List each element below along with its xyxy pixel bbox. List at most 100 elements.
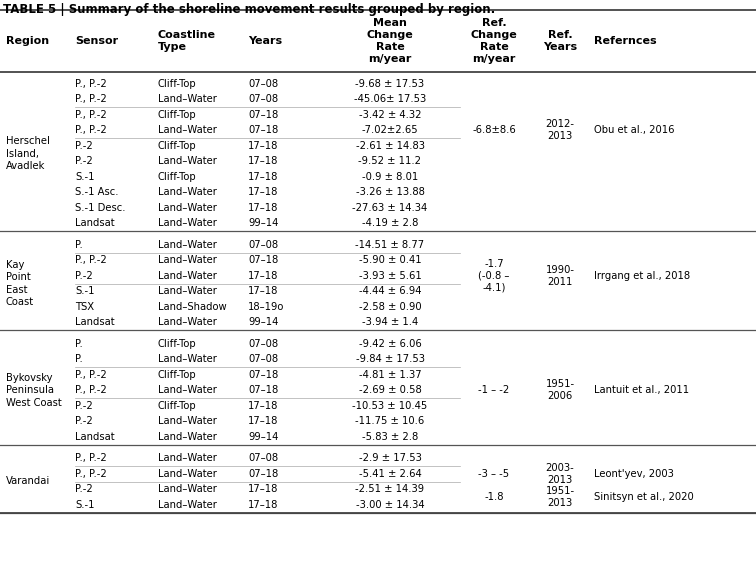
Text: Cliff-Top: Cliff-Top [158, 110, 197, 120]
Text: S.-1: S.-1 [75, 172, 94, 182]
Text: -11.75 ± 10.6: -11.75 ± 10.6 [355, 416, 425, 426]
Text: -1.8: -1.8 [485, 492, 503, 502]
Text: -3 – -5: -3 – -5 [479, 469, 510, 479]
Text: -27.63 ± 14.34: -27.63 ± 14.34 [352, 203, 428, 213]
Text: Land–Water: Land–Water [158, 218, 217, 228]
Text: Landsat: Landsat [75, 432, 115, 442]
Text: S.-1 Desc.: S.-1 Desc. [75, 203, 125, 213]
Text: P.-2: P.-2 [75, 157, 93, 166]
Text: 07–08: 07–08 [248, 94, 278, 105]
Text: TABLE 5 | Summary of the shoreline movement results grouped by region.: TABLE 5 | Summary of the shoreline movem… [3, 3, 495, 16]
Text: 2003-
2013: 2003- 2013 [546, 463, 575, 485]
Text: -5.90 ± 0.41: -5.90 ± 0.41 [358, 255, 421, 265]
Text: 17–18: 17–18 [248, 484, 278, 494]
Text: -2.58 ± 0.90: -2.58 ± 0.90 [358, 302, 421, 312]
Text: 17–18: 17–18 [248, 172, 278, 182]
Text: 2012-
2013: 2012- 2013 [546, 119, 575, 141]
Text: 07–18: 07–18 [248, 255, 278, 265]
Text: -3.94 ± 1.4: -3.94 ± 1.4 [362, 317, 418, 327]
Text: P., P.-2: P., P.-2 [75, 469, 107, 479]
Text: Sensor: Sensor [75, 36, 118, 46]
Text: -5.83 ± 2.8: -5.83 ± 2.8 [362, 432, 418, 442]
Text: Land–Water: Land–Water [158, 317, 217, 327]
Text: -45.06± 17.53: -45.06± 17.53 [354, 94, 426, 105]
Text: Land–Water: Land–Water [158, 125, 217, 135]
Text: 07–18: 07–18 [248, 469, 278, 479]
Text: Lantuit et al., 2011: Lantuit et al., 2011 [594, 385, 689, 395]
Text: Bykovsky
Peninsula
West Coast: Bykovsky Peninsula West Coast [6, 373, 62, 408]
Text: Land–Water: Land–Water [158, 157, 217, 166]
Text: Landsat: Landsat [75, 218, 115, 228]
Text: Ref.
Years: Ref. Years [543, 30, 577, 52]
Text: -14.51 ± 8.77: -14.51 ± 8.77 [355, 240, 425, 250]
Text: 99–14: 99–14 [248, 218, 278, 228]
Text: Land–Water: Land–Water [158, 354, 217, 364]
Text: 07–18: 07–18 [248, 385, 278, 395]
Text: P.: P. [75, 339, 82, 349]
Text: Land–Water: Land–Water [158, 187, 217, 197]
Text: 17–18: 17–18 [248, 286, 278, 296]
Text: Years: Years [248, 36, 282, 46]
Text: Landsat: Landsat [75, 317, 115, 327]
Text: P., P.-2: P., P.-2 [75, 453, 107, 463]
Text: -4.19 ± 2.8: -4.19 ± 2.8 [362, 218, 418, 228]
Text: S.-1: S.-1 [75, 500, 94, 510]
Text: 1990-
2011: 1990- 2011 [546, 265, 575, 287]
Text: -1.7
(-0.8 –
-4.1): -1.7 (-0.8 – -4.1) [479, 259, 510, 293]
Text: -1 – -2: -1 – -2 [479, 385, 510, 395]
Text: -3.42 ± 4.32: -3.42 ± 4.32 [359, 110, 421, 120]
Text: 17–18: 17–18 [248, 141, 278, 151]
Text: Cliff-Top: Cliff-Top [158, 401, 197, 411]
Text: Region: Region [6, 36, 49, 46]
Text: S.-1 Asc.: S.-1 Asc. [75, 187, 119, 197]
Text: 17–18: 17–18 [248, 416, 278, 426]
Text: Land–Water: Land–Water [158, 203, 217, 213]
Text: P., P.-2: P., P.-2 [75, 110, 107, 120]
Text: P.: P. [75, 354, 82, 364]
Text: Land–Water: Land–Water [158, 271, 217, 281]
Text: P.-2: P.-2 [75, 416, 93, 426]
Text: Land–Water: Land–Water [158, 432, 217, 442]
Text: Land–Water: Land–Water [158, 94, 217, 105]
Text: Land–Water: Land–Water [158, 255, 217, 265]
Text: P., P.-2: P., P.-2 [75, 125, 107, 135]
Text: P.-2: P.-2 [75, 271, 93, 281]
Text: -3.93 ± 5.61: -3.93 ± 5.61 [358, 271, 421, 281]
Text: 17–18: 17–18 [248, 271, 278, 281]
Text: -6.8±8.6: -6.8±8.6 [472, 125, 516, 135]
Text: 1951-
2006: 1951- 2006 [545, 379, 575, 401]
Text: Land–Water: Land–Water [158, 286, 217, 296]
Text: 18–19ᴏ: 18–19ᴏ [248, 302, 284, 312]
Text: Land–Water: Land–Water [158, 469, 217, 479]
Text: P., P.-2: P., P.-2 [75, 79, 107, 89]
Text: -9.52 ± 11.2: -9.52 ± 11.2 [358, 157, 422, 166]
Text: Ref.
Change
Rate
m/year: Ref. Change Rate m/year [471, 18, 517, 64]
Text: Land–Water: Land–Water [158, 240, 217, 250]
Text: Cliff-Top: Cliff-Top [158, 339, 197, 349]
Text: TSX: TSX [75, 302, 94, 312]
Text: P.-2: P.-2 [75, 484, 93, 494]
Text: P.: P. [75, 240, 82, 250]
Text: Cliff-Top: Cliff-Top [158, 370, 197, 380]
Text: Cliff-Top: Cliff-Top [158, 79, 197, 89]
Text: 07–18: 07–18 [248, 370, 278, 380]
Text: P., P.-2: P., P.-2 [75, 385, 107, 395]
Text: -3.26 ± 13.88: -3.26 ± 13.88 [355, 187, 424, 197]
Text: -2.69 ± 0.58: -2.69 ± 0.58 [358, 385, 421, 395]
Text: Mean
Change
Rate
m/year: Mean Change Rate m/year [367, 18, 414, 64]
Text: Land–Water: Land–Water [158, 453, 217, 463]
Text: P.-2: P.-2 [75, 141, 93, 151]
Text: 07–18: 07–18 [248, 110, 278, 120]
Text: -9.84 ± 17.53: -9.84 ± 17.53 [355, 354, 425, 364]
Text: -0.9 ± 8.01: -0.9 ± 8.01 [362, 172, 418, 182]
Text: 17–18: 17–18 [248, 500, 278, 510]
Text: Land–Water: Land–Water [158, 484, 217, 494]
Text: 17–18: 17–18 [248, 401, 278, 411]
Text: 17–18: 17–18 [248, 157, 278, 166]
Text: -7.02±2.65: -7.02±2.65 [361, 125, 418, 135]
Text: 17–18: 17–18 [248, 187, 278, 197]
Text: Leont'yev, 2003: Leont'yev, 2003 [594, 469, 674, 479]
Text: -2.51 ± 14.39: -2.51 ± 14.39 [355, 484, 425, 494]
Text: 17–18: 17–18 [248, 203, 278, 213]
Text: P.-2: P.-2 [75, 401, 93, 411]
